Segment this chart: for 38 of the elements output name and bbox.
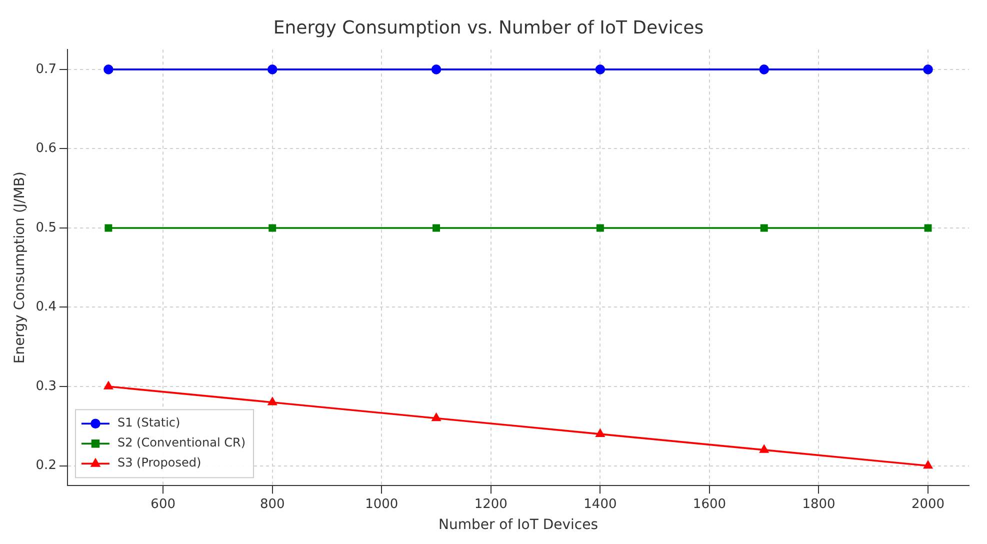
point: [267, 64, 278, 74]
x-tick-label: 1800: [802, 496, 836, 512]
x-tick-label: 1200: [474, 496, 508, 512]
x-tick-label: 1600: [692, 496, 726, 512]
y-tick-label: 0.5: [36, 220, 56, 236]
y-tick-label: 0.3: [36, 378, 56, 394]
point: [596, 429, 605, 437]
y-tick-label: 0.2: [36, 458, 56, 474]
point: [431, 64, 442, 74]
y-axis-title: Energy Consumption (J/MB): [12, 172, 28, 364]
x-tick-label: 2000: [911, 496, 945, 512]
point: [432, 224, 440, 232]
x-axis-title: Number of IoT Devices: [438, 517, 598, 534]
point: [924, 224, 932, 232]
point: [268, 224, 276, 232]
legend-label: S2 (Conventional CR): [117, 436, 246, 450]
point: [432, 413, 441, 422]
point: [760, 224, 768, 232]
x-tick-label: 600: [150, 496, 176, 512]
x-tick-label: 800: [260, 496, 285, 512]
point: [596, 224, 604, 232]
point: [104, 224, 112, 232]
point: [268, 397, 277, 406]
point: [760, 445, 768, 453]
legend-label: S1 (Static): [117, 416, 180, 430]
chart-title: Energy Consumption vs. Number of IoT Devices: [273, 17, 704, 38]
point: [595, 64, 606, 74]
legend-label: S3 (Proposed): [117, 456, 202, 470]
point: [104, 64, 114, 74]
x-tick-label: 1000: [365, 496, 398, 512]
point: [759, 64, 770, 74]
point: [104, 382, 113, 390]
y-tick-label: 0.7: [36, 62, 56, 77]
y-tick-label: 0.4: [36, 300, 56, 315]
point: [924, 460, 932, 469]
point: [923, 64, 933, 74]
y-tick-label: 0.6: [36, 141, 56, 156]
x-tick-label: 1400: [584, 496, 617, 512]
